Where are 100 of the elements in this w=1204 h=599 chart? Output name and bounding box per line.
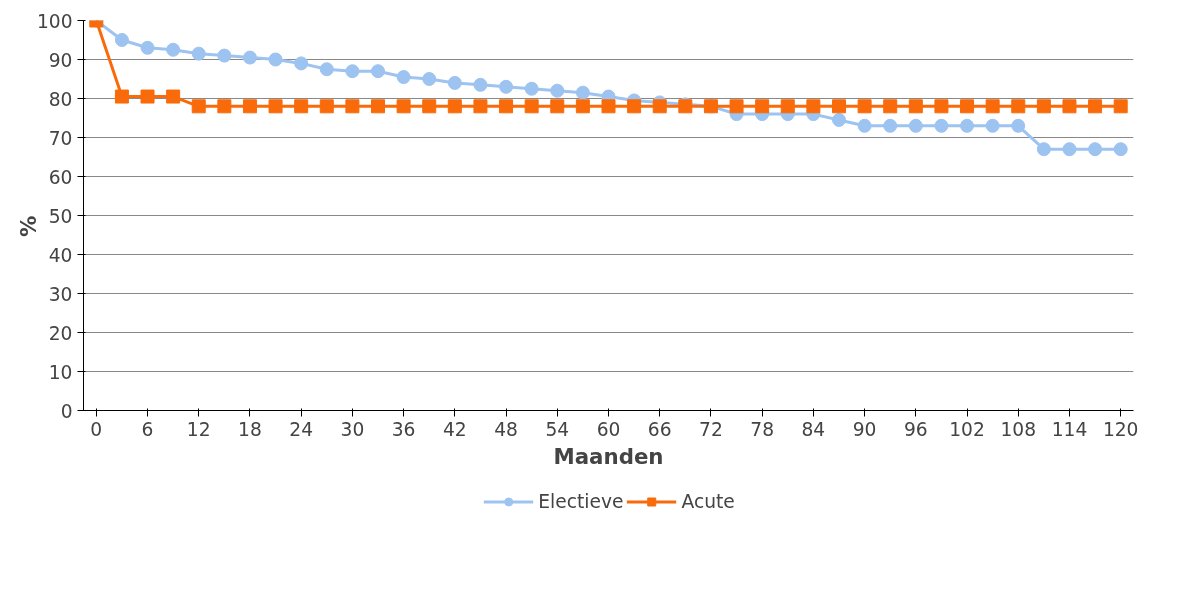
point bbox=[1011, 99, 1026, 114]
x-tick-label: 24 bbox=[289, 418, 314, 440]
point bbox=[294, 99, 309, 114]
point bbox=[140, 89, 155, 104]
point bbox=[550, 83, 565, 98]
point bbox=[396, 70, 411, 85]
point bbox=[908, 118, 923, 133]
point bbox=[857, 99, 872, 114]
point bbox=[345, 99, 360, 114]
point bbox=[396, 99, 411, 114]
legend-label: Acute bbox=[681, 490, 735, 512]
point bbox=[524, 81, 539, 96]
point bbox=[114, 33, 129, 47]
point bbox=[1062, 99, 1077, 114]
point bbox=[524, 99, 539, 114]
y-tick-label: 90 bbox=[48, 49, 73, 71]
y-axis-title: % bbox=[16, 215, 42, 237]
point bbox=[268, 99, 283, 114]
point bbox=[601, 99, 616, 114]
point bbox=[447, 75, 462, 90]
x-tick-label: 36 bbox=[391, 418, 416, 440]
point bbox=[652, 99, 667, 114]
point bbox=[191, 46, 206, 61]
point bbox=[294, 56, 309, 71]
point bbox=[857, 118, 872, 133]
point bbox=[371, 64, 386, 79]
point bbox=[1062, 142, 1077, 157]
point bbox=[1113, 142, 1128, 157]
x-tick-label: 96 bbox=[903, 418, 928, 440]
point bbox=[242, 99, 257, 114]
point bbox=[345, 64, 360, 79]
y-tick-label: 80 bbox=[48, 88, 73, 110]
point bbox=[575, 85, 590, 100]
point bbox=[575, 99, 590, 114]
x-tick-label: 60 bbox=[596, 418, 621, 440]
point bbox=[780, 99, 795, 114]
x-tick-label: 54 bbox=[545, 418, 570, 440]
y-tick-label: 50 bbox=[48, 205, 73, 227]
point bbox=[960, 118, 975, 133]
point bbox=[831, 99, 846, 114]
point bbox=[1011, 118, 1026, 133]
y-tick-label: 0 bbox=[60, 400, 73, 422]
point bbox=[371, 99, 386, 114]
point bbox=[319, 62, 334, 77]
point bbox=[499, 99, 514, 114]
y-tick-label: 10 bbox=[48, 361, 73, 383]
y-tick-label: 40 bbox=[48, 244, 73, 266]
point bbox=[217, 99, 232, 114]
point bbox=[447, 99, 462, 114]
point bbox=[268, 52, 283, 67]
point bbox=[1113, 99, 1128, 114]
point bbox=[242, 50, 257, 65]
point bbox=[499, 79, 514, 94]
point bbox=[166, 89, 181, 104]
point bbox=[755, 99, 770, 114]
point bbox=[1088, 142, 1103, 157]
y-tick-label: 30 bbox=[48, 283, 73, 305]
point bbox=[627, 99, 642, 114]
x-tick-label: 6 bbox=[141, 418, 154, 440]
point bbox=[473, 99, 488, 114]
point bbox=[422, 99, 437, 114]
point bbox=[1088, 99, 1103, 114]
point bbox=[985, 99, 1000, 114]
point bbox=[140, 40, 155, 55]
x-tick-label: 30 bbox=[340, 418, 365, 440]
x-tick-label: 78 bbox=[750, 418, 775, 440]
x-tick-label: 120 bbox=[1102, 418, 1139, 440]
point bbox=[1036, 99, 1051, 114]
point bbox=[114, 89, 129, 104]
point bbox=[550, 99, 565, 114]
point bbox=[191, 99, 206, 114]
point bbox=[883, 99, 898, 114]
x-tick-label: 18 bbox=[238, 418, 262, 440]
point bbox=[883, 118, 898, 133]
legend-label: Electieve bbox=[538, 490, 624, 512]
point bbox=[960, 99, 975, 114]
x-tick-label: 84 bbox=[801, 418, 826, 440]
x-tick-label: 66 bbox=[647, 418, 672, 440]
x-tick-label: 12 bbox=[186, 418, 211, 440]
y-tick-label: 20 bbox=[48, 322, 73, 344]
point bbox=[1036, 142, 1051, 157]
point bbox=[985, 118, 1000, 133]
point bbox=[422, 72, 437, 86]
point bbox=[806, 99, 821, 114]
point bbox=[473, 77, 488, 92]
x-tick-label: 114 bbox=[1051, 418, 1088, 440]
x-axis-title: Maanden bbox=[553, 443, 664, 469]
x-tick-label: 108 bbox=[1000, 418, 1037, 440]
point bbox=[908, 99, 923, 114]
x-tick-label: 48 bbox=[494, 418, 518, 440]
x-tick-label: 72 bbox=[699, 418, 723, 440]
x-tick-label: 102 bbox=[949, 418, 985, 440]
point bbox=[934, 99, 949, 114]
point bbox=[319, 99, 334, 114]
y-tick-label: 100 bbox=[36, 10, 73, 32]
point bbox=[217, 48, 232, 63]
y-tick-label: 70 bbox=[48, 127, 73, 149]
x-tick-label: 0 bbox=[90, 418, 103, 440]
point bbox=[831, 112, 846, 127]
x-tick-label: 42 bbox=[442, 418, 467, 440]
